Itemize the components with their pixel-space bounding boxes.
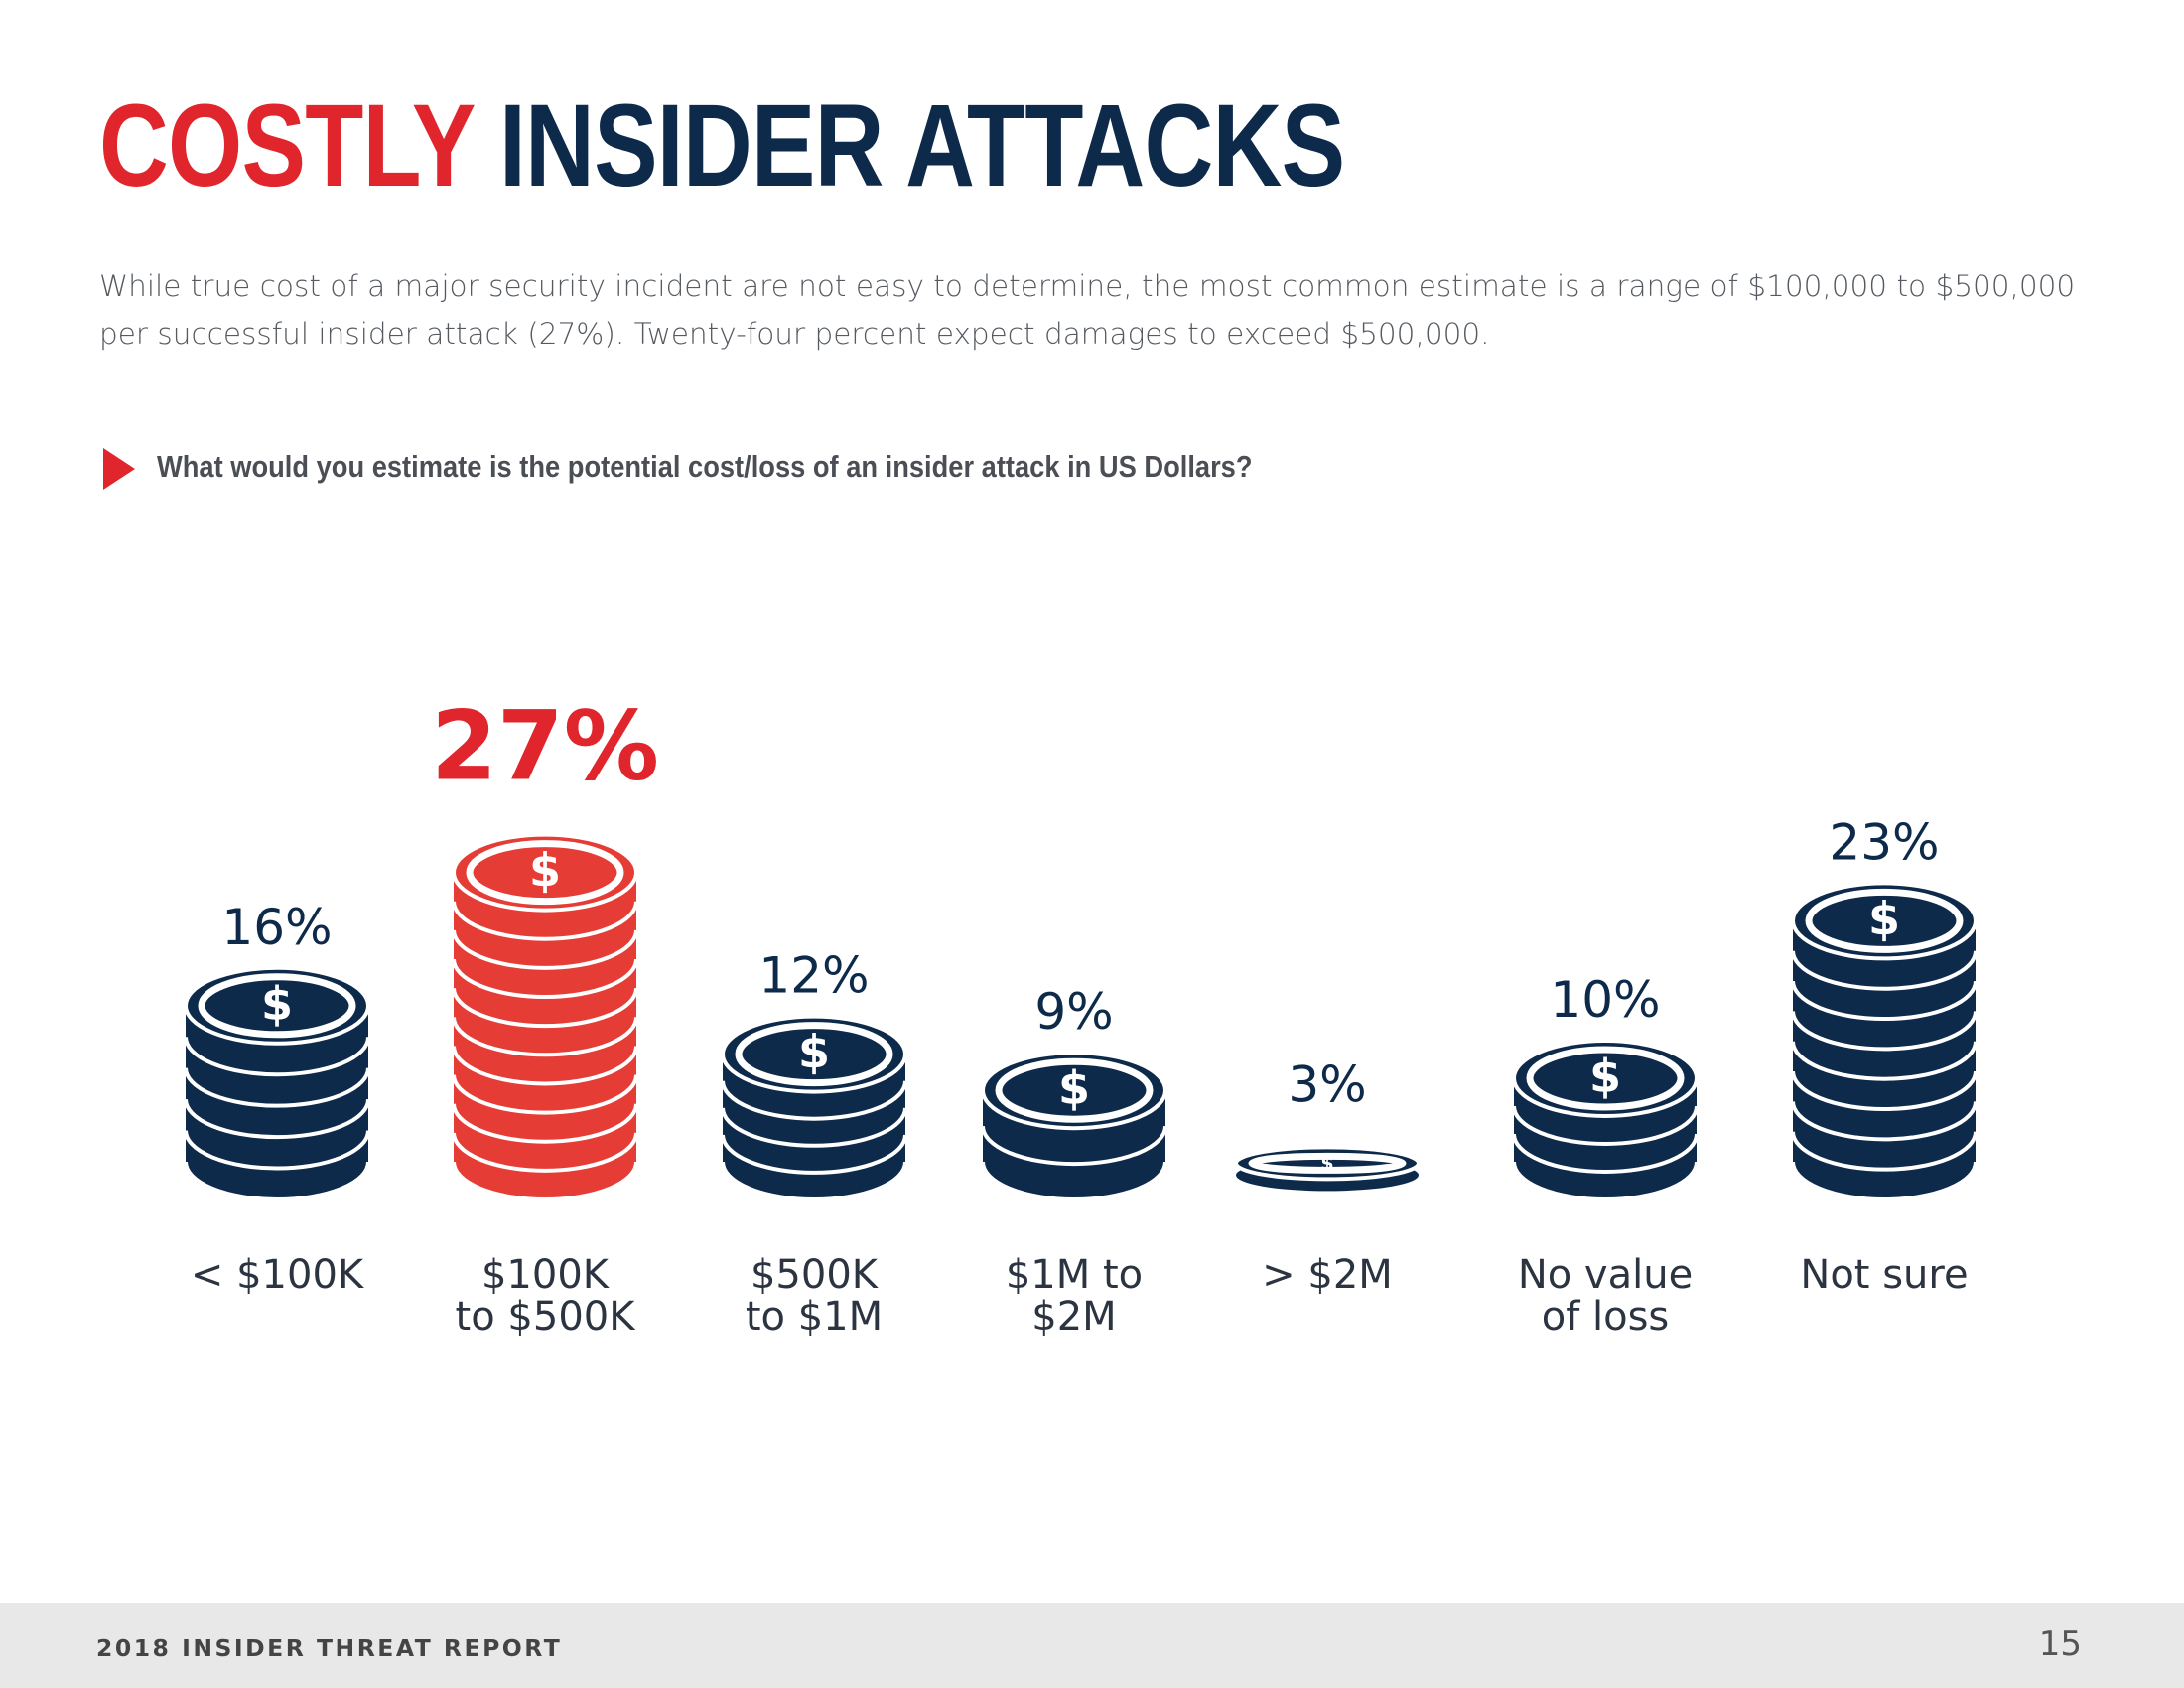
question-text: What would you estimate is the potential… bbox=[157, 449, 1253, 484]
data-label: 10% bbox=[1550, 971, 1660, 1029]
dollar-sign-icon: $ bbox=[1868, 892, 1900, 945]
title-highlight: COSTLY bbox=[99, 80, 475, 211]
intro-paragraph: While true cost of a major security inci… bbox=[99, 269, 2076, 351]
coin-stack-bar: $ bbox=[981, 1051, 1167, 1201]
coin-stack-bar: $ bbox=[184, 965, 370, 1201]
page-number: 15 bbox=[2038, 1624, 2082, 1664]
dollar-sign-icon: $ bbox=[798, 1026, 830, 1079]
coin-stack-bar: $ bbox=[1234, 1145, 1421, 1192]
page-title: COSTLY INSIDER ATTACKS bbox=[99, 80, 1345, 211]
dollar-sign-icon: $ bbox=[529, 844, 561, 898]
dollar-sign-icon: $ bbox=[1589, 1050, 1621, 1103]
data-label: 16% bbox=[221, 899, 332, 956]
category-label: < $100K bbox=[191, 1252, 365, 1298]
coin-stack-bar: $ bbox=[1791, 881, 1978, 1201]
data-label: 3% bbox=[1288, 1055, 1366, 1113]
coin-stack-chart: $16% < $100K $27% $100K to $500K $12% $500K to … bbox=[184, 691, 1978, 1339]
coin-stack-bar: $ bbox=[1512, 1039, 1699, 1201]
data-label: 23% bbox=[1829, 813, 1939, 871]
footer-bar: 2018 INSIDER THREAT REPORT 15 bbox=[0, 1603, 2184, 1688]
category-label: No value of loss bbox=[1518, 1252, 1693, 1339]
triangle-arrow-icon bbox=[103, 448, 135, 490]
data-label: 9% bbox=[1034, 983, 1113, 1041]
footer-report-title: 2018 INSIDER THREAT REPORT bbox=[96, 1634, 563, 1662]
category-label: $500K to $1M bbox=[746, 1252, 883, 1339]
coin-stack-bar: $ bbox=[721, 1014, 907, 1201]
data-label: 12% bbox=[758, 947, 869, 1005]
dollar-sign-icon: $ bbox=[1320, 1152, 1333, 1174]
dollar-sign-icon: $ bbox=[1058, 1061, 1090, 1115]
title-rest: INSIDER ATTACKS bbox=[498, 80, 1345, 211]
coin-stack-bar: $ bbox=[452, 832, 638, 1201]
category-label: $100K to $500K bbox=[456, 1252, 637, 1339]
data-label: 27% bbox=[431, 691, 659, 802]
category-label: > $2M bbox=[1262, 1252, 1393, 1298]
category-label: $1M to $2M bbox=[1006, 1252, 1143, 1339]
category-label: Not sure bbox=[1800, 1252, 1968, 1298]
dollar-sign-icon: $ bbox=[261, 977, 293, 1031]
